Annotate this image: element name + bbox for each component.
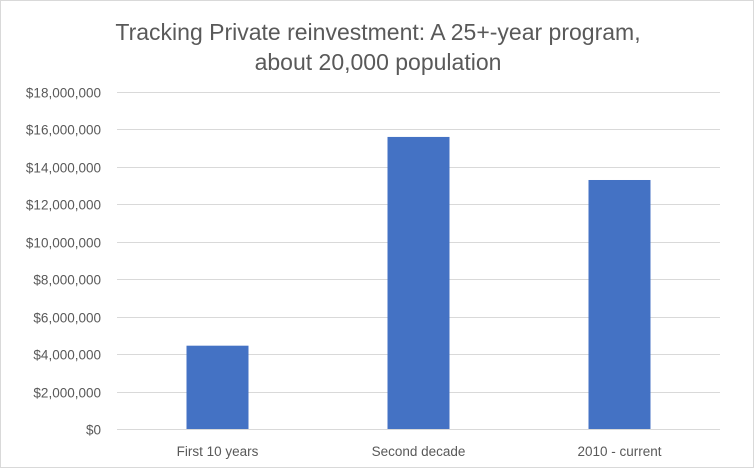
bar <box>588 179 651 429</box>
y-tick-label: $0 <box>86 423 101 438</box>
y-tick-label: $2,000,000 <box>33 386 101 401</box>
chart-title: Tracking Private reinvestment: A 25+-yea… <box>1 17 753 77</box>
y-tick-label: $8,000,000 <box>33 273 101 288</box>
y-tick-label: $16,000,000 <box>26 123 101 138</box>
chart-title-line-1: Tracking Private reinvestment: A 25+-yea… <box>115 19 641 45</box>
x-category-label: 2010 - current <box>577 444 661 459</box>
x-category-label: First 10 years <box>177 444 259 459</box>
y-tick-label: $10,000,000 <box>26 236 101 251</box>
chart-title-line-2: about 20,000 population <box>254 49 502 75</box>
x-category-label: Second decade <box>372 444 466 459</box>
y-tick-label: $6,000,000 <box>33 311 101 326</box>
y-tick-label: $14,000,000 <box>26 161 101 176</box>
y-tick-label: $18,000,000 <box>26 86 101 101</box>
y-tick-label: $4,000,000 <box>33 348 101 363</box>
bar <box>186 345 249 429</box>
bar <box>387 136 450 429</box>
y-tick-label: $12,000,000 <box>26 198 101 213</box>
